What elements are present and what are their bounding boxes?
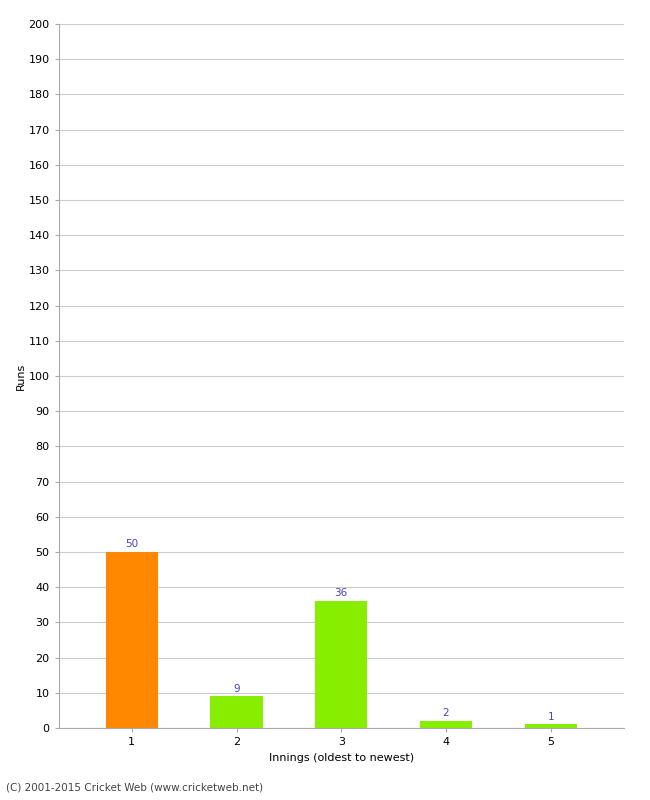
Text: 2: 2: [443, 708, 449, 718]
Text: (C) 2001-2015 Cricket Web (www.cricketweb.net): (C) 2001-2015 Cricket Web (www.cricketwe…: [6, 782, 264, 792]
Bar: [525, 725, 577, 728]
Text: 50: 50: [125, 539, 138, 549]
Bar: [315, 602, 367, 728]
Bar: [420, 721, 472, 728]
Text: 1: 1: [547, 712, 554, 722]
Bar: [105, 552, 158, 728]
Text: 36: 36: [335, 589, 348, 598]
Bar: [211, 696, 263, 728]
Text: 9: 9: [233, 683, 240, 694]
X-axis label: Innings (oldest to newest): Innings (oldest to newest): [268, 753, 414, 762]
Y-axis label: Runs: Runs: [16, 362, 25, 390]
